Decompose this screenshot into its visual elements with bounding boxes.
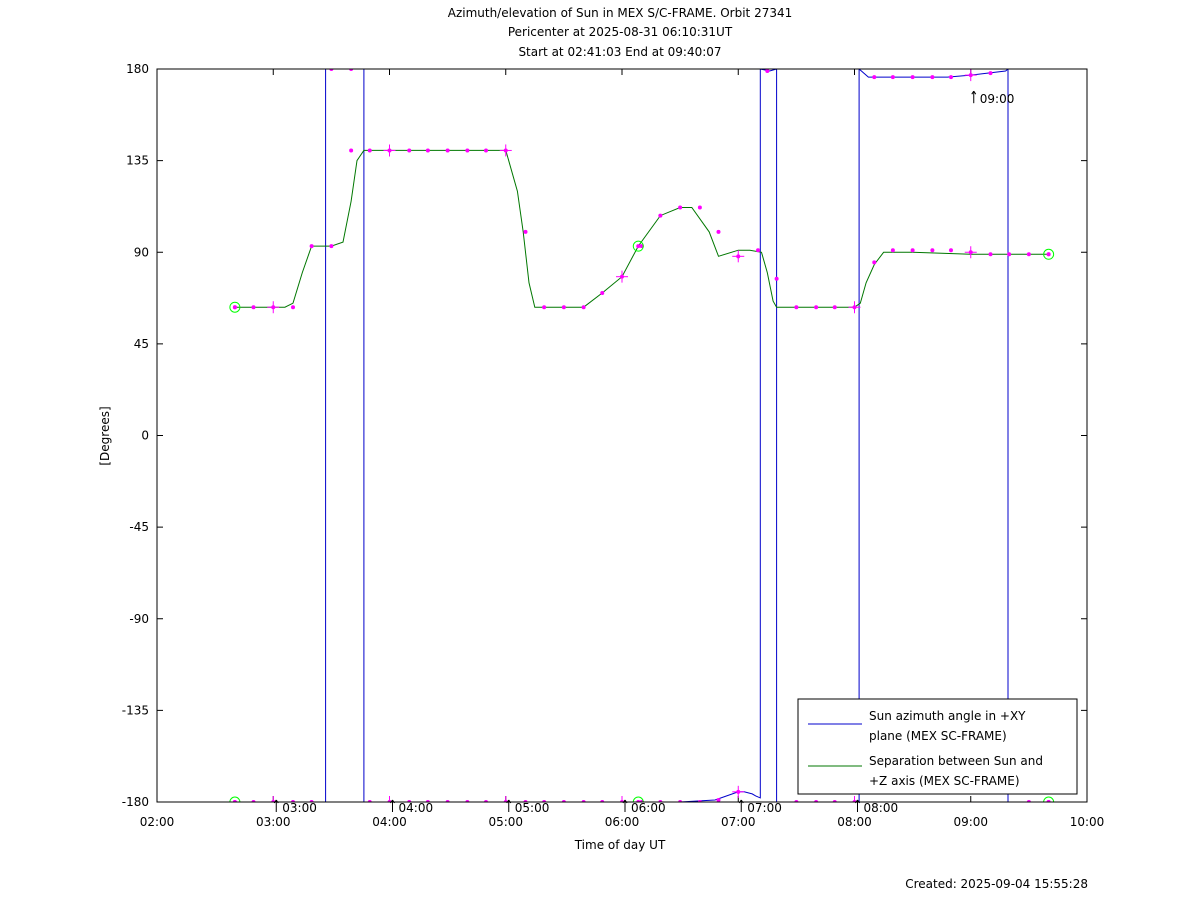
y-tick-label: 135 bbox=[126, 154, 149, 168]
data-point-separation bbox=[814, 305, 819, 310]
x-tick-label: 07:00 bbox=[721, 815, 756, 829]
data-point-separation bbox=[523, 229, 528, 234]
hour-mark-label: 04:00 bbox=[399, 801, 434, 815]
hour-mark-arrowhead bbox=[971, 90, 975, 95]
data-point-separation bbox=[329, 244, 334, 249]
data-point-separation bbox=[291, 305, 296, 310]
endpoint-marker-azimuth bbox=[229, 796, 241, 802]
hour-mark-label: 05:00 bbox=[515, 801, 550, 815]
series-layer bbox=[229, 69, 1055, 802]
data-point-separation bbox=[465, 148, 470, 153]
x-tick-label: 04:00 bbox=[372, 815, 407, 829]
y-axis-label: [Degrees] bbox=[98, 406, 112, 465]
data-point-azimuth bbox=[716, 797, 721, 802]
data-point-azimuth bbox=[910, 75, 915, 80]
legend-label-azimuth-line2: plane (MEX SC-FRAME) bbox=[869, 729, 1007, 743]
data-point-azimuth bbox=[872, 75, 877, 80]
endpoint-marker-azimuth bbox=[1043, 796, 1055, 802]
x-tick-label: 09:00 bbox=[953, 815, 988, 829]
y-tick-label: 0 bbox=[141, 429, 149, 443]
data-point-separation bbox=[407, 148, 412, 153]
data-point-separation bbox=[445, 148, 450, 153]
chart-title-line1: Azimuth/elevation of Sun in MEX S/C-FRAM… bbox=[448, 6, 793, 20]
data-point-separation bbox=[988, 252, 993, 257]
legend-box bbox=[797, 698, 1078, 795]
data-point-separation bbox=[542, 305, 547, 310]
series-line-separation bbox=[234, 149, 1049, 308]
hour-mark-label: 08:00 bbox=[864, 801, 899, 815]
data-point-separation bbox=[581, 305, 586, 310]
data-point-separation bbox=[832, 305, 837, 310]
data-point-separation bbox=[1026, 252, 1031, 257]
endpoint-dot-separation bbox=[636, 244, 641, 249]
data-point-separation bbox=[251, 305, 256, 310]
data-point-separation bbox=[756, 248, 761, 253]
axis-ticks: 02:00 03:00 04:00 05:00 06:00 07:00 08:00 09:00… bbox=[122, 62, 1105, 829]
x-tick-label: 03:00 bbox=[256, 815, 291, 829]
endpoint-marker-separation bbox=[1043, 248, 1055, 260]
legend: Sun azimuth angle in +XY plane (MEX SC-F… bbox=[797, 698, 1078, 795]
data-point-separation bbox=[930, 248, 935, 253]
data-point-separation bbox=[716, 229, 721, 234]
y-tick-label: -90 bbox=[129, 612, 149, 626]
data-point-separation bbox=[561, 305, 566, 310]
x-tick-label: 06:00 bbox=[605, 815, 640, 829]
x-tick-label: 05:00 bbox=[488, 815, 523, 829]
hour-mark-label: 07:00 bbox=[747, 801, 782, 815]
y-tick-label: 180 bbox=[126, 62, 149, 76]
data-point-azimuth bbox=[765, 69, 770, 74]
data-point-separation bbox=[794, 305, 799, 310]
hour-mark-label: 03:00 bbox=[282, 801, 317, 815]
series-line-azimuth bbox=[234, 69, 1049, 802]
endpoint-marker-separation bbox=[632, 240, 644, 252]
endpoint-dot-separation bbox=[1046, 252, 1051, 257]
chart-title-line3: Start at 02:41:03 End at 09:40:07 bbox=[518, 45, 721, 59]
legend-label-azimuth-line1: Sun azimuth angle in +XY bbox=[869, 709, 1026, 723]
data-point-separation bbox=[910, 248, 915, 253]
x-tick-label: 08:00 bbox=[837, 815, 872, 829]
y-tick-label: 45 bbox=[134, 337, 149, 351]
data-point-separation bbox=[309, 244, 314, 249]
legend-label-separation-line1: Separation between Sun and bbox=[869, 754, 1043, 768]
hour-mark-arrowhead bbox=[973, 90, 977, 95]
endpoint-dot-separation bbox=[232, 305, 237, 310]
data-point-separation bbox=[658, 213, 663, 218]
data-point-azimuth bbox=[948, 75, 953, 80]
data-point-separation bbox=[872, 260, 877, 265]
data-point-separation bbox=[425, 148, 430, 153]
x-axis-label: Time of day UT bbox=[574, 838, 666, 852]
data-point-separation bbox=[774, 276, 779, 281]
data-point-separation bbox=[890, 248, 895, 253]
legend-label-separation-line2: +Z axis (MEX SC-FRAME) bbox=[869, 774, 1020, 788]
data-point-separation bbox=[349, 148, 354, 153]
data-point-azimuth bbox=[930, 75, 935, 80]
y-tick-label: -180 bbox=[122, 795, 149, 809]
y-tick-label: -135 bbox=[122, 703, 149, 717]
data-point-separation bbox=[367, 148, 372, 153]
data-point-separation bbox=[948, 248, 953, 253]
x-tick-label: 02:00 bbox=[140, 815, 175, 829]
created-timestamp: Created: 2025-09-04 15:55:28 bbox=[905, 877, 1088, 891]
data-point-separation bbox=[483, 148, 488, 153]
data-point-azimuth bbox=[988, 71, 993, 76]
x-tick-label: 10:00 bbox=[1070, 815, 1105, 829]
data-point-separation bbox=[1007, 252, 1012, 257]
data-point-azimuth bbox=[890, 75, 895, 80]
chart-title-line2: Pericenter at 2025-08-31 06:10:31UT bbox=[508, 25, 733, 39]
data-point-separation bbox=[600, 290, 605, 295]
y-tick-label: -45 bbox=[129, 520, 149, 534]
endpoint-marker-azimuth bbox=[632, 796, 644, 802]
hour-mark-label: 09:00 bbox=[980, 92, 1015, 106]
data-point-separation bbox=[697, 205, 702, 210]
data-point-separation bbox=[678, 205, 683, 210]
endpoint-marker-separation bbox=[229, 301, 241, 313]
hour-mark-label: 06:00 bbox=[631, 801, 666, 815]
plot-frame bbox=[156, 68, 1088, 803]
y-tick-label: 90 bbox=[134, 245, 149, 259]
